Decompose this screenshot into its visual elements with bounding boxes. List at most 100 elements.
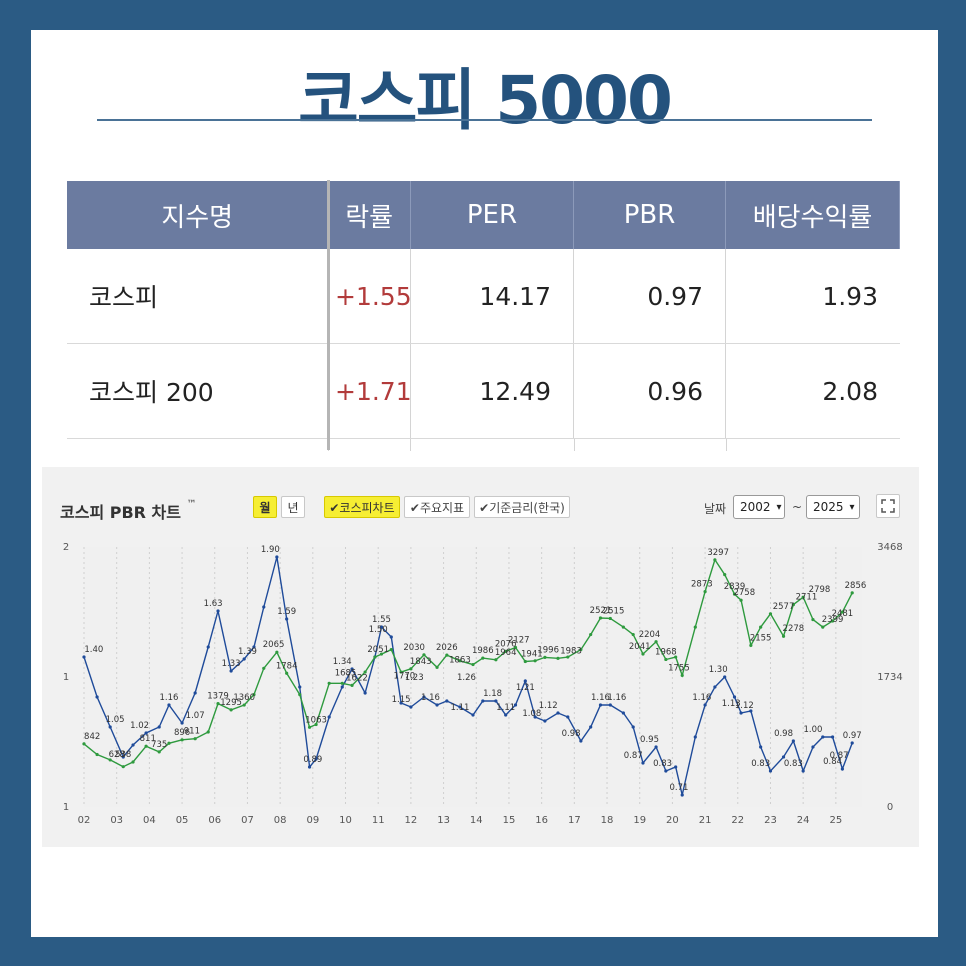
kospi-point — [566, 655, 570, 659]
kospi-data-label: 1986 — [472, 646, 494, 656]
kospi-point — [631, 632, 635, 637]
pbr-point — [445, 699, 449, 703]
pbr-point — [494, 699, 498, 703]
kospi-data-label: 2026 — [436, 643, 458, 653]
kospi-data-label: 2030 — [403, 643, 425, 653]
x-tick-label: 13 — [437, 815, 450, 826]
kospi-data-label: 811 — [140, 734, 156, 744]
expand-icon[interactable] — [876, 494, 900, 518]
tab-base-rate[interactable]: ✔기준금리(한국) — [474, 496, 570, 518]
kospi-point — [167, 741, 171, 745]
kospi-data-label: 538 — [115, 750, 131, 760]
pbr-point — [566, 715, 570, 719]
kospi-data-label: 2856 — [845, 581, 867, 591]
tab-main-indicators[interactable]: ✔주요지표 — [404, 496, 470, 518]
kospi-data-label: 2041 — [629, 642, 651, 652]
page-title: 코스피 5000 — [298, 62, 673, 139]
pbr-point — [654, 745, 658, 749]
pbr-data-label: 0.98 — [562, 729, 581, 739]
kospi-point — [298, 692, 302, 697]
kospi-point — [781, 634, 786, 638]
col-header-name: 지수명 — [67, 181, 329, 249]
kospi-point — [389, 647, 393, 652]
kospi-point — [664, 657, 668, 662]
chevron-down-icon: ▾ — [776, 501, 782, 513]
kospi-point — [307, 725, 312, 729]
x-tick-label: 03 — [110, 815, 123, 826]
pbr-point — [121, 755, 125, 759]
kospi-data-label: 911 — [184, 727, 200, 737]
row-dividend: 2.08 — [822, 376, 878, 406]
pbr-point — [363, 691, 367, 695]
tab-kospi-chart[interactable]: ✔코스피차트 — [324, 496, 400, 518]
date-range-separator: ~ — [792, 500, 803, 514]
kospi-point — [543, 655, 547, 659]
start-year-select[interactable]: 2002 ▾ — [733, 495, 785, 519]
kospi-point — [242, 703, 246, 707]
kospi-data-label: 2758 — [733, 588, 755, 598]
kospi-data-label: 3297 — [707, 548, 729, 558]
kospi-point — [363, 670, 367, 674]
pbr-data-label: 1.07 — [186, 711, 205, 721]
col-header-pbr: PBR — [574, 181, 727, 249]
kospi-data-label: 1360 — [233, 693, 255, 703]
pbr-data-label: 0.84 — [823, 757, 842, 767]
kospi-point — [379, 652, 384, 656]
kospi-data-label: 842 — [84, 732, 100, 742]
kospi-data-label: 2155 — [750, 633, 772, 643]
pbr-data-label: 1.12 — [539, 701, 558, 711]
pbr-point — [275, 555, 279, 559]
pbr-data-label: 0.71 — [669, 783, 688, 793]
x-tick-label: 04 — [143, 815, 156, 826]
pbr-point — [723, 675, 727, 679]
table-row: 코스피 +1.55 14.17 0.97 1.93 — [67, 249, 900, 344]
kospi-point — [703, 590, 707, 594]
pbr-data-label: 1.18 — [483, 689, 502, 699]
x-tick-label: 02 — [78, 815, 91, 826]
kospi-data-label: 1996 — [537, 645, 559, 655]
pbr-point — [409, 705, 413, 709]
kospi-point — [206, 730, 210, 734]
kospi-point — [674, 655, 678, 659]
pbr-data-label: 0.83 — [784, 759, 803, 769]
pbr-point — [167, 703, 171, 707]
year-toggle-button[interactable]: 년 — [281, 496, 305, 518]
pbr-data-label: 1.16 — [692, 693, 711, 703]
pbr-point — [314, 757, 318, 761]
pbr-point — [543, 719, 547, 723]
kospi-data-label: 2399 — [822, 615, 844, 625]
pbr-point — [830, 735, 835, 739]
month-toggle-button[interactable]: 월 — [253, 496, 277, 518]
kospi-point — [801, 595, 805, 599]
date-label: 날짜 — [704, 502, 727, 516]
kospi-point — [422, 653, 426, 657]
pbr-data-label: 1.13 — [722, 699, 741, 709]
end-year-select[interactable]: 2025 ▾ — [806, 495, 860, 519]
kospi-data-label: 1863 — [449, 655, 471, 665]
pbr-point — [840, 767, 844, 771]
y-right-tick-label: 3468 — [877, 542, 902, 553]
pbr-data-label: 1.26 — [457, 673, 476, 683]
x-tick-label: 16 — [535, 815, 548, 826]
pbr-point — [350, 667, 354, 671]
pbr-point — [513, 703, 518, 707]
kospi-point — [504, 649, 508, 653]
kospi-point — [193, 737, 197, 741]
kospi-point — [144, 744, 148, 748]
kospi-data-label: 2127 — [508, 636, 530, 646]
kospi-point — [608, 616, 612, 621]
pbr-series-line — [83, 556, 853, 796]
kospi-data-label: 896 — [174, 728, 190, 738]
pbr-point — [811, 745, 815, 749]
pbr-data-label: 1.11 — [496, 703, 515, 713]
kospi-point — [229, 708, 233, 712]
pbr-data-label: 1.05 — [106, 715, 125, 725]
pbr-point — [180, 721, 184, 725]
kospi-point — [340, 681, 344, 685]
pbr-data-label: 1.34 — [333, 657, 352, 667]
x-tick-label: 14 — [470, 815, 483, 826]
kospi-data-label: 2515 — [603, 606, 625, 616]
col-header-per: PER — [411, 181, 574, 249]
pbr-point — [193, 691, 197, 695]
pbr-data-label: 1.39 — [238, 647, 257, 657]
